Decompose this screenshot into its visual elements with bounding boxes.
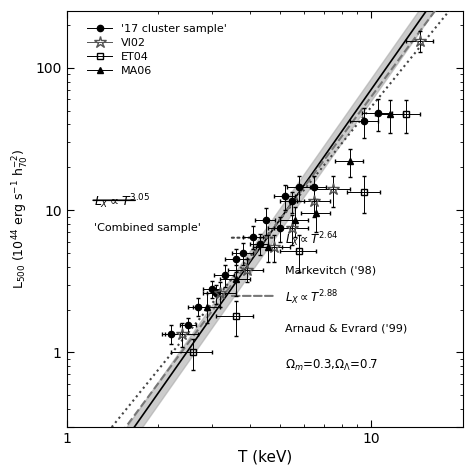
X-axis label: T (keV): T (keV): [237, 450, 292, 465]
Text: Arnaud & Evrard ('99): Arnaud & Evrard ('99): [284, 323, 407, 333]
Text: $L_X\propto T^{3.05}$: $L_X\propto T^{3.05}$: [94, 193, 151, 211]
Legend: '17 cluster sample', VI02, ET04, MA06: '17 cluster sample', VI02, ET04, MA06: [84, 21, 230, 79]
Text: 'Combined sample': 'Combined sample': [94, 223, 201, 233]
Text: $L_X\propto T^{2.64}$: $L_X\propto T^{2.64}$: [284, 230, 338, 249]
Y-axis label: L$_{500}$ (10$^{44}$ erg s$^{-1}$ h$_{70}^{-2}$): L$_{500}$ (10$^{44}$ erg s$^{-1}$ h$_{70…: [11, 149, 31, 289]
Text: Markevitch ('98): Markevitch ('98): [284, 265, 376, 275]
Text: $L_X\propto T^{2.88}$: $L_X\propto T^{2.88}$: [284, 288, 337, 307]
Text: $\Omega_m$=0.3,$\Omega_\Lambda$=0.7: $\Omega_m$=0.3,$\Omega_\Lambda$=0.7: [284, 357, 378, 373]
